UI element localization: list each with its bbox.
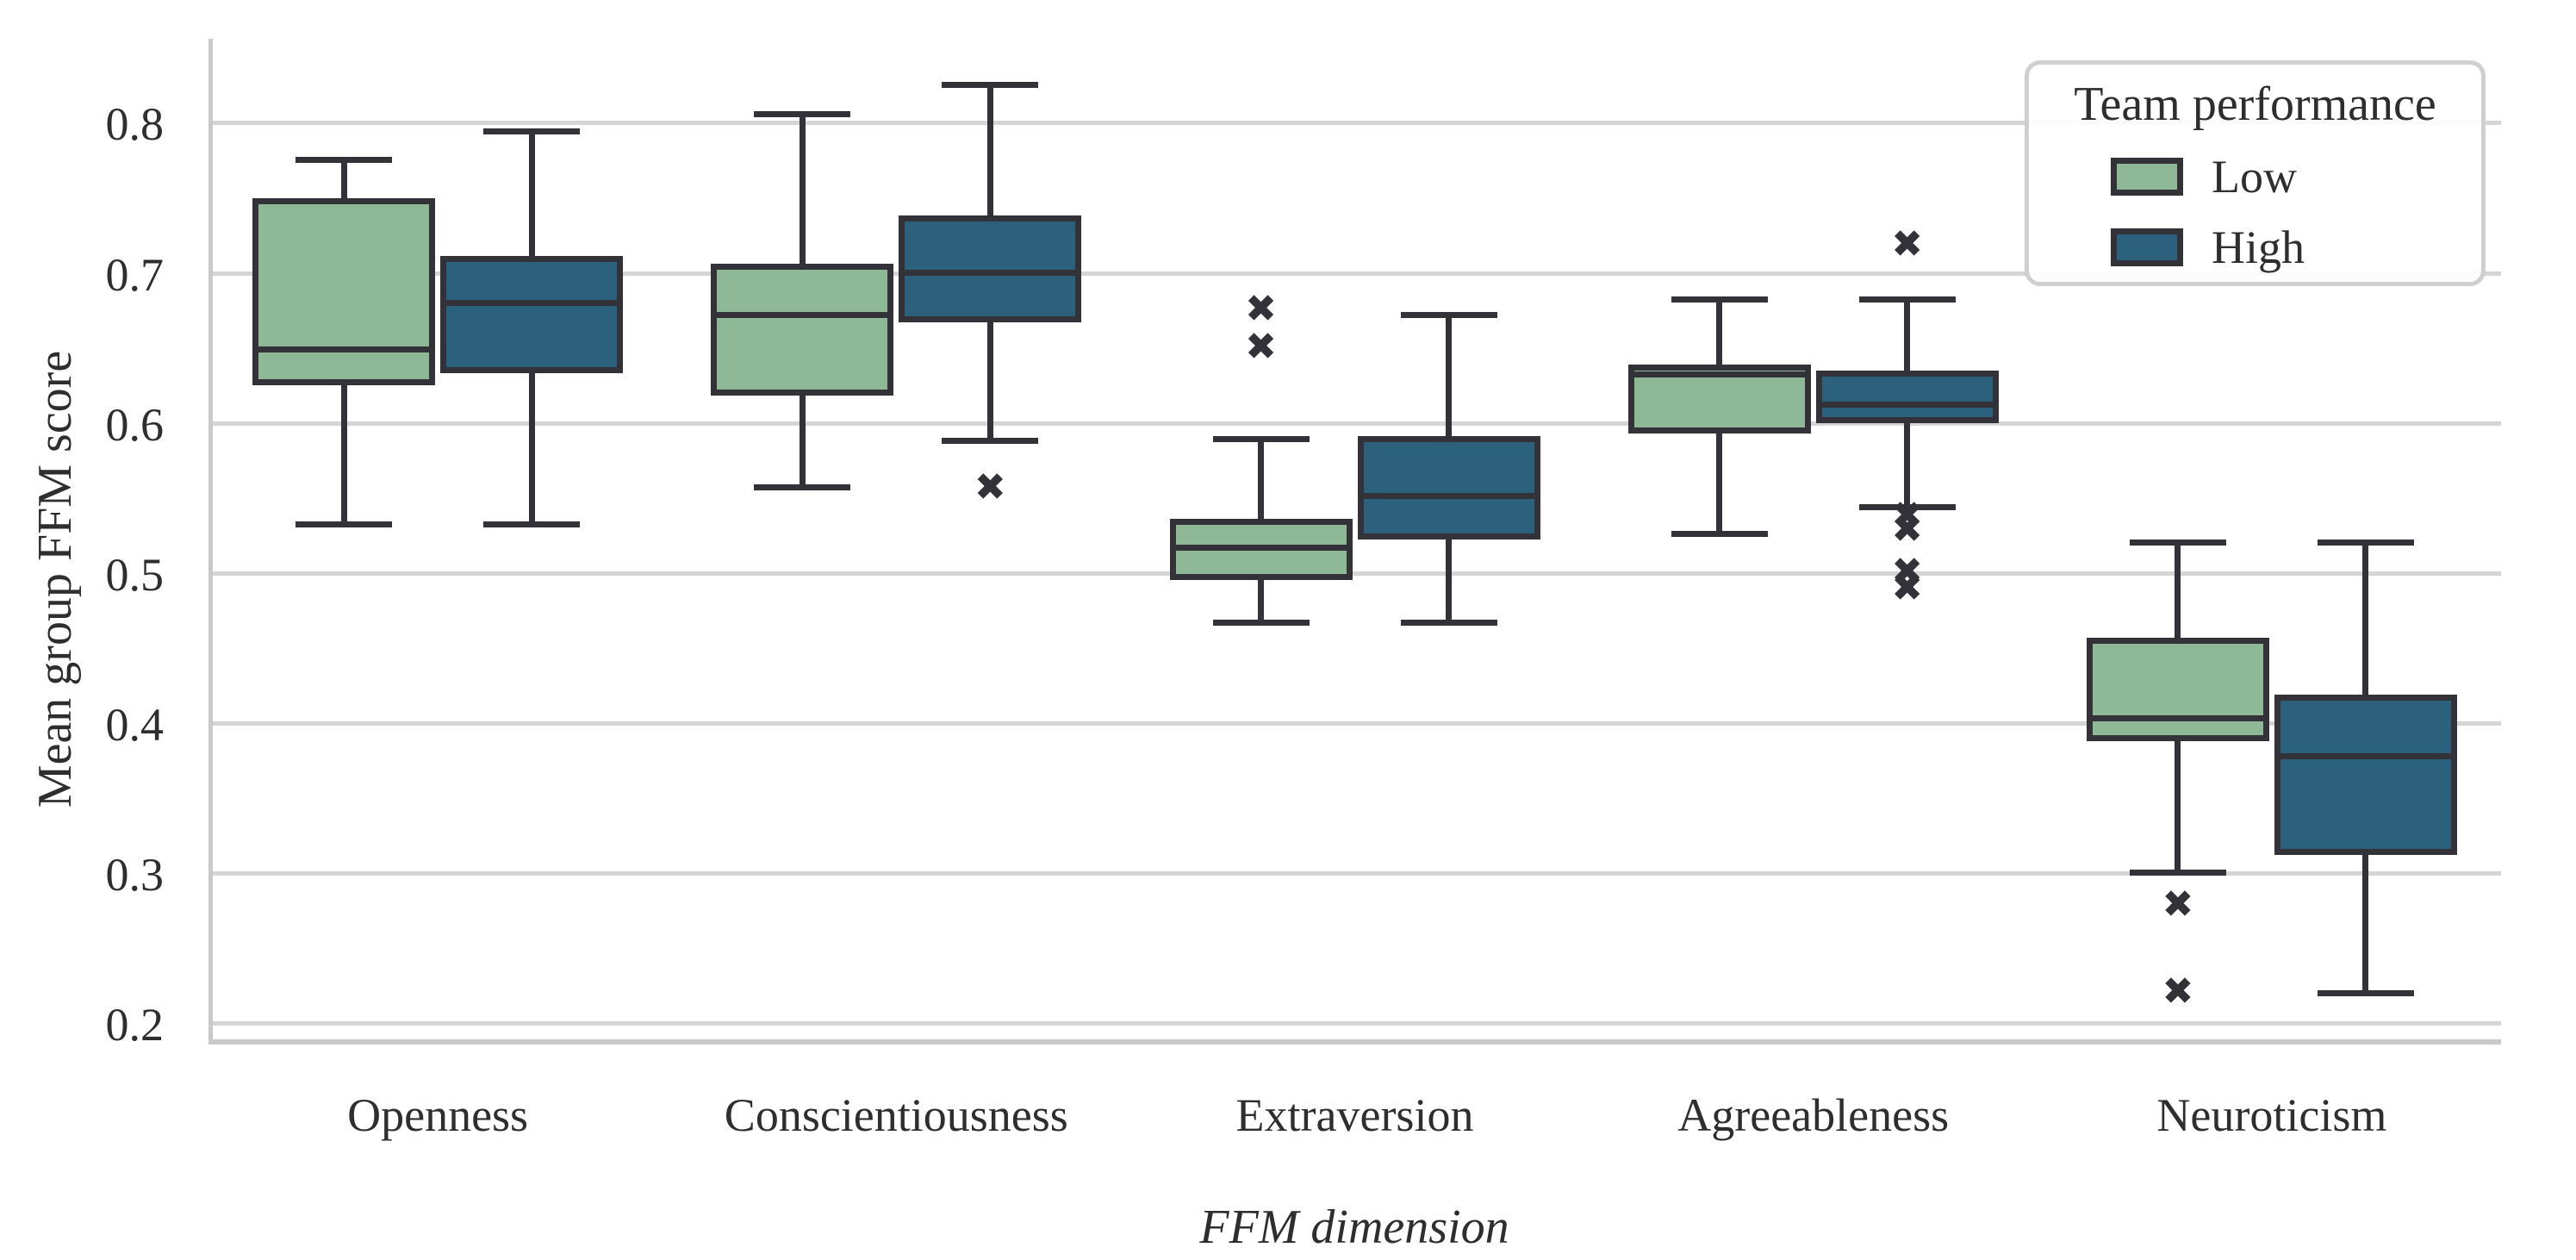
whisker-cap-lower-high-conscientiousness <box>942 437 1039 444</box>
y-axis-label: Mean group FFM score <box>28 350 82 808</box>
whisker-lower-low-conscientiousness <box>799 396 806 488</box>
whisker-cap-upper-high-agreeableness <box>1858 296 1956 303</box>
outlier-marker-high-agreeableness: ✖ <box>1891 508 1924 552</box>
whisker-upper-high-conscientiousness <box>986 84 993 216</box>
x-tick-label-extraversion: Extraversion <box>1235 1089 1474 1141</box>
whisker-cap-lower-low-openness <box>296 521 393 528</box>
legend-label-high: High <box>2212 221 2305 273</box>
whisker-upper-low-conscientiousness <box>799 114 806 265</box>
box-low-openness <box>252 197 436 386</box>
bottom-axis-spine <box>208 1039 2501 1045</box>
whisker-cap-upper-high-openness <box>483 128 581 135</box>
whisker-cap-upper-low-neuroticism <box>2129 540 2226 546</box>
whisker-cap-lower-high-neuroticism <box>2317 989 2414 996</box>
y-gridline-0.5 <box>208 571 2501 576</box>
y-gridline-0.8 <box>208 121 2501 126</box>
whisker-cap-lower-high-openness <box>483 521 581 528</box>
outlier-marker-high-agreeableness: ✖ <box>1891 222 1924 267</box>
whisker-upper-low-extraversion <box>1258 439 1264 519</box>
whisker-lower-low-openness <box>340 385 347 525</box>
median-high-agreeableness <box>1821 402 1993 409</box>
whisker-lower-low-agreeableness <box>1716 433 1723 534</box>
y-tick-label: 0.7 <box>105 248 165 301</box>
y-tick-label: 0.4 <box>105 698 165 751</box>
y-tick-label: 0.6 <box>105 398 165 451</box>
y-gridline-0.3 <box>208 870 2501 876</box>
whisker-cap-upper-high-extraversion <box>1400 311 1497 318</box>
whisker-cap-upper-high-neuroticism <box>2317 540 2414 546</box>
whisker-upper-high-neuroticism <box>2362 542 2369 695</box>
y-gridline-0.2 <box>208 1020 2501 1026</box>
whisker-upper-high-extraversion <box>1446 315 1452 437</box>
median-high-extraversion <box>1363 493 1534 500</box>
box-low-conscientiousness <box>711 264 894 396</box>
outlier-marker-low-extraversion: ✖ <box>1245 324 1277 369</box>
whisker-lower-high-neuroticism <box>2362 854 2369 994</box>
whisker-cap-lower-low-extraversion <box>1212 619 1310 626</box>
y-tick-label: 0.5 <box>105 548 165 601</box>
y-tick-label: 0.3 <box>105 848 165 901</box>
outlier-marker-high-agreeableness: ✖ <box>1891 494 1924 539</box>
whisker-lower-high-openness <box>528 373 535 525</box>
whisker-cap-lower-high-agreeableness <box>1858 503 1956 510</box>
y-gridline-0.7 <box>208 271 2501 276</box>
outlier-marker-high-agreeableness: ✖ <box>1891 565 1924 610</box>
whisker-upper-low-neuroticism <box>2175 542 2181 638</box>
x-tick-label-conscientiousness: Conscientiousness <box>724 1089 1068 1141</box>
median-high-conscientiousness <box>905 270 1076 277</box>
left-axis-spine <box>208 39 213 1045</box>
box-high-conscientiousness <box>899 215 1082 322</box>
median-low-conscientiousness <box>717 311 888 318</box>
median-low-openness <box>258 346 430 352</box>
whisker-cap-lower-low-conscientiousness <box>754 483 851 490</box>
whisker-cap-upper-low-extraversion <box>1212 436 1310 443</box>
whisker-cap-upper-low-conscientiousness <box>754 110 851 117</box>
box-high-neuroticism <box>2274 694 2457 855</box>
outlier-marker-high-agreeableness: ✖ <box>1891 549 1924 594</box>
outlier-marker-high-conscientiousness: ✖ <box>974 465 1006 510</box>
median-high-neuroticism <box>2280 752 2451 759</box>
x-tick-label-openness: Openness <box>347 1089 529 1141</box>
whisker-cap-upper-low-agreeableness <box>1671 296 1768 303</box>
median-low-extraversion <box>1175 544 1347 551</box>
y-tick-label: 0.8 <box>105 98 165 151</box>
legend-title: Team performance <box>2074 78 2436 131</box>
legend: Team performance Low High <box>2025 60 2486 286</box>
whisker-lower-high-conscientiousness <box>986 321 993 441</box>
whisker-lower-low-extraversion <box>1258 580 1264 623</box>
whisker-lower-high-agreeableness <box>1904 422 1911 508</box>
median-high-openness <box>446 299 618 306</box>
legend-swatch-high <box>2111 228 2183 266</box>
whisker-lower-low-neuroticism <box>2175 740 2181 873</box>
whisker-upper-high-openness <box>528 131 535 257</box>
outlier-marker-low-neuroticism: ✖ <box>2162 970 2194 1014</box>
x-tick-label-agreeableness: Agreeableness <box>1677 1089 1950 1141</box>
box-low-neuroticism <box>2086 637 2269 741</box>
y-gridline-0.4 <box>208 720 2501 726</box>
x-tick-label-neuroticism: Neuroticism <box>2156 1089 2387 1141</box>
outlier-marker-low-extraversion: ✖ <box>1245 287 1277 332</box>
outlier-marker-low-neuroticism: ✖ <box>2162 883 2194 927</box>
legend-label-low: Low <box>2212 151 2297 203</box>
whisker-cap-lower-low-neuroticism <box>2129 870 2226 876</box>
legend-swatch-low <box>2111 158 2183 196</box>
y-gridline-0.6 <box>208 421 2501 426</box>
box-high-agreeableness <box>1815 370 1999 423</box>
median-low-neuroticism <box>2092 715 2263 721</box>
whisker-lower-high-extraversion <box>1446 540 1452 623</box>
y-tick-label: 0.2 <box>105 998 165 1051</box>
median-low-agreeableness <box>1633 371 1805 378</box>
x-axis-label: FFM dimension <box>1199 1201 1509 1254</box>
box-high-openness <box>440 256 624 374</box>
whisker-upper-low-openness <box>340 159 347 198</box>
box-high-extraversion <box>1357 436 1540 540</box>
whisker-cap-lower-high-extraversion <box>1400 619 1497 626</box>
whisker-cap-upper-low-openness <box>296 157 393 164</box>
whisker-upper-low-agreeableness <box>1716 299 1723 365</box>
whisker-cap-lower-low-agreeableness <box>1671 530 1768 537</box>
whisker-cap-upper-high-conscientiousness <box>942 82 1039 89</box>
whisker-upper-high-agreeableness <box>1904 299 1911 371</box>
